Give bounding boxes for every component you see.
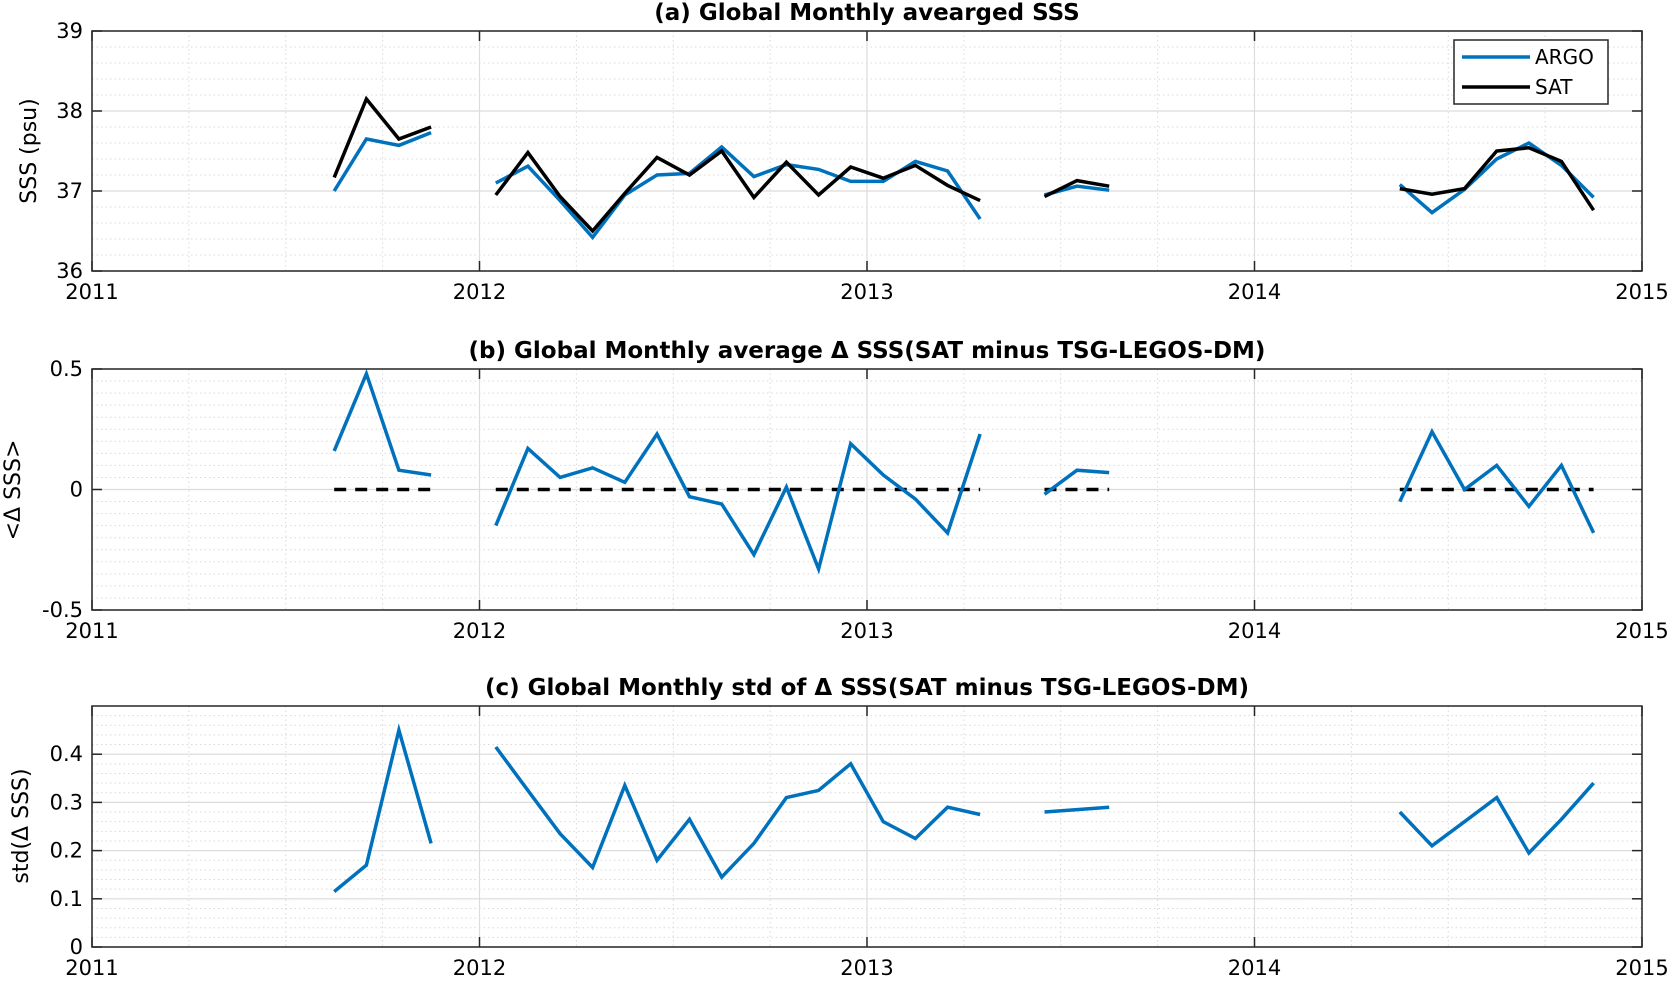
series-line-std-delta-sss — [1398, 781, 1595, 856]
panel-c-xtick-label: 2011 — [65, 956, 118, 980]
panel-c-ylabel: std(Δ SSS) — [9, 768, 34, 883]
legend-label-argo: ARGO — [1535, 45, 1594, 69]
panel-c-ytick-label: 0.1 — [50, 887, 83, 911]
panel-b-xtick-label: 2015 — [1615, 619, 1668, 643]
panel-a-ylabel: SSS (psu) — [17, 98, 42, 203]
panel-c-title: (c) Global Monthly std of Δ SSS(SAT minu… — [485, 675, 1249, 701]
panel-a-legend: ARGO SAT — [1453, 39, 1609, 105]
panel-a-ytick-label: 38 — [56, 99, 83, 123]
panel-a-lines — [332, 95, 1596, 241]
series-line-argo — [1398, 140, 1595, 215]
panel-c-xtick-label: 2014 — [1228, 956, 1281, 980]
series-line-sat — [494, 148, 981, 234]
panel-a-xtick-label: 2013 — [840, 280, 893, 304]
panel-c-ticks: 2011 2012 2013 2014 2015 0 0.1 0.2 0.3 0.4 — [50, 706, 1669, 980]
panel-b-ylabel: <Δ SSS> — [1, 440, 26, 541]
panel-b-ytick-label: -0.5 — [42, 598, 83, 622]
panel-b-ytick-label: 0 — [70, 478, 83, 502]
series-line-sat — [1399, 146, 1596, 212]
panel-a: 2011 2012 2013 2014 2015 36 37 38 39 (a) Global … — [17, 0, 1669, 304]
series-line-delta-sss — [332, 368, 432, 477]
panel-c-ytick-label: 0.4 — [50, 742, 83, 766]
panel-a-xtick-label: 2011 — [65, 280, 118, 304]
panel-a-ytick-label: 36 — [56, 259, 83, 283]
panel-a-xtick-label: 2012 — [453, 280, 506, 304]
panel-c-xtick-label: 2015 — [1615, 956, 1668, 980]
series-line-delta-sss — [1398, 427, 1596, 534]
series-line-std-delta-sss — [494, 745, 981, 881]
panel-c-lines — [333, 723, 1595, 893]
legend-box — [1453, 39, 1609, 105]
legend-label-sat: SAT — [1535, 75, 1573, 99]
panel-b-title: (b) Global Monthly average Δ SSS(SAT min… — [469, 338, 1266, 364]
series-line-sat — [332, 95, 432, 179]
panel-b-xtick-label: 2012 — [453, 619, 506, 643]
panel-b-lines — [332, 368, 1596, 575]
panel-a-ytick-label: 37 — [56, 179, 83, 203]
panel-a-title: (a) Global Monthly avearged SSS — [654, 0, 1079, 26]
panel-a-xtick-label: 2015 — [1615, 280, 1668, 304]
series-line-argo — [332, 130, 432, 192]
panel-c-ytick-label: 0.3 — [50, 790, 83, 814]
panel-c-xtick-label: 2013 — [840, 956, 893, 980]
panel-a-xtick-label: 2014 — [1228, 280, 1281, 304]
panel-b-xtick-label: 2011 — [65, 619, 118, 643]
panel-a-ticks: 2011 2012 2013 2014 2015 36 37 38 39 — [56, 19, 1668, 304]
panel-c-major-grid — [91, 706, 1643, 948]
panel-c-ytick-label: 0 — [70, 935, 83, 959]
panel-b-ytick-label: 0.5 — [50, 357, 83, 381]
series-line-std-delta-sss — [333, 723, 433, 893]
series-line-sat — [1043, 178, 1110, 199]
series-line-std-delta-sss — [1044, 805, 1110, 814]
panel-b: 2011 2012 2013 2014 2015 -0.5 0 0.5 (b) Global … — [1, 338, 1669, 643]
series-line-delta-sss — [494, 430, 982, 575]
panel-b-ticks: 2011 2012 2013 2014 2015 -0.5 0 0.5 — [42, 357, 1669, 643]
panel-c: 2011 2012 2013 2014 2015 0 0.1 0.2 0.3 0.4 (c) Gl… — [9, 675, 1669, 980]
panel-c-xtick-label: 2012 — [453, 956, 506, 980]
panel-a-ytick-label: 39 — [56, 19, 83, 43]
panel-b-xtick-label: 2013 — [840, 619, 893, 643]
panel-b-xtick-label: 2014 — [1228, 619, 1281, 643]
series-line-delta-sss — [1043, 468, 1110, 496]
panel-c-ytick-label: 0.2 — [50, 839, 83, 863]
